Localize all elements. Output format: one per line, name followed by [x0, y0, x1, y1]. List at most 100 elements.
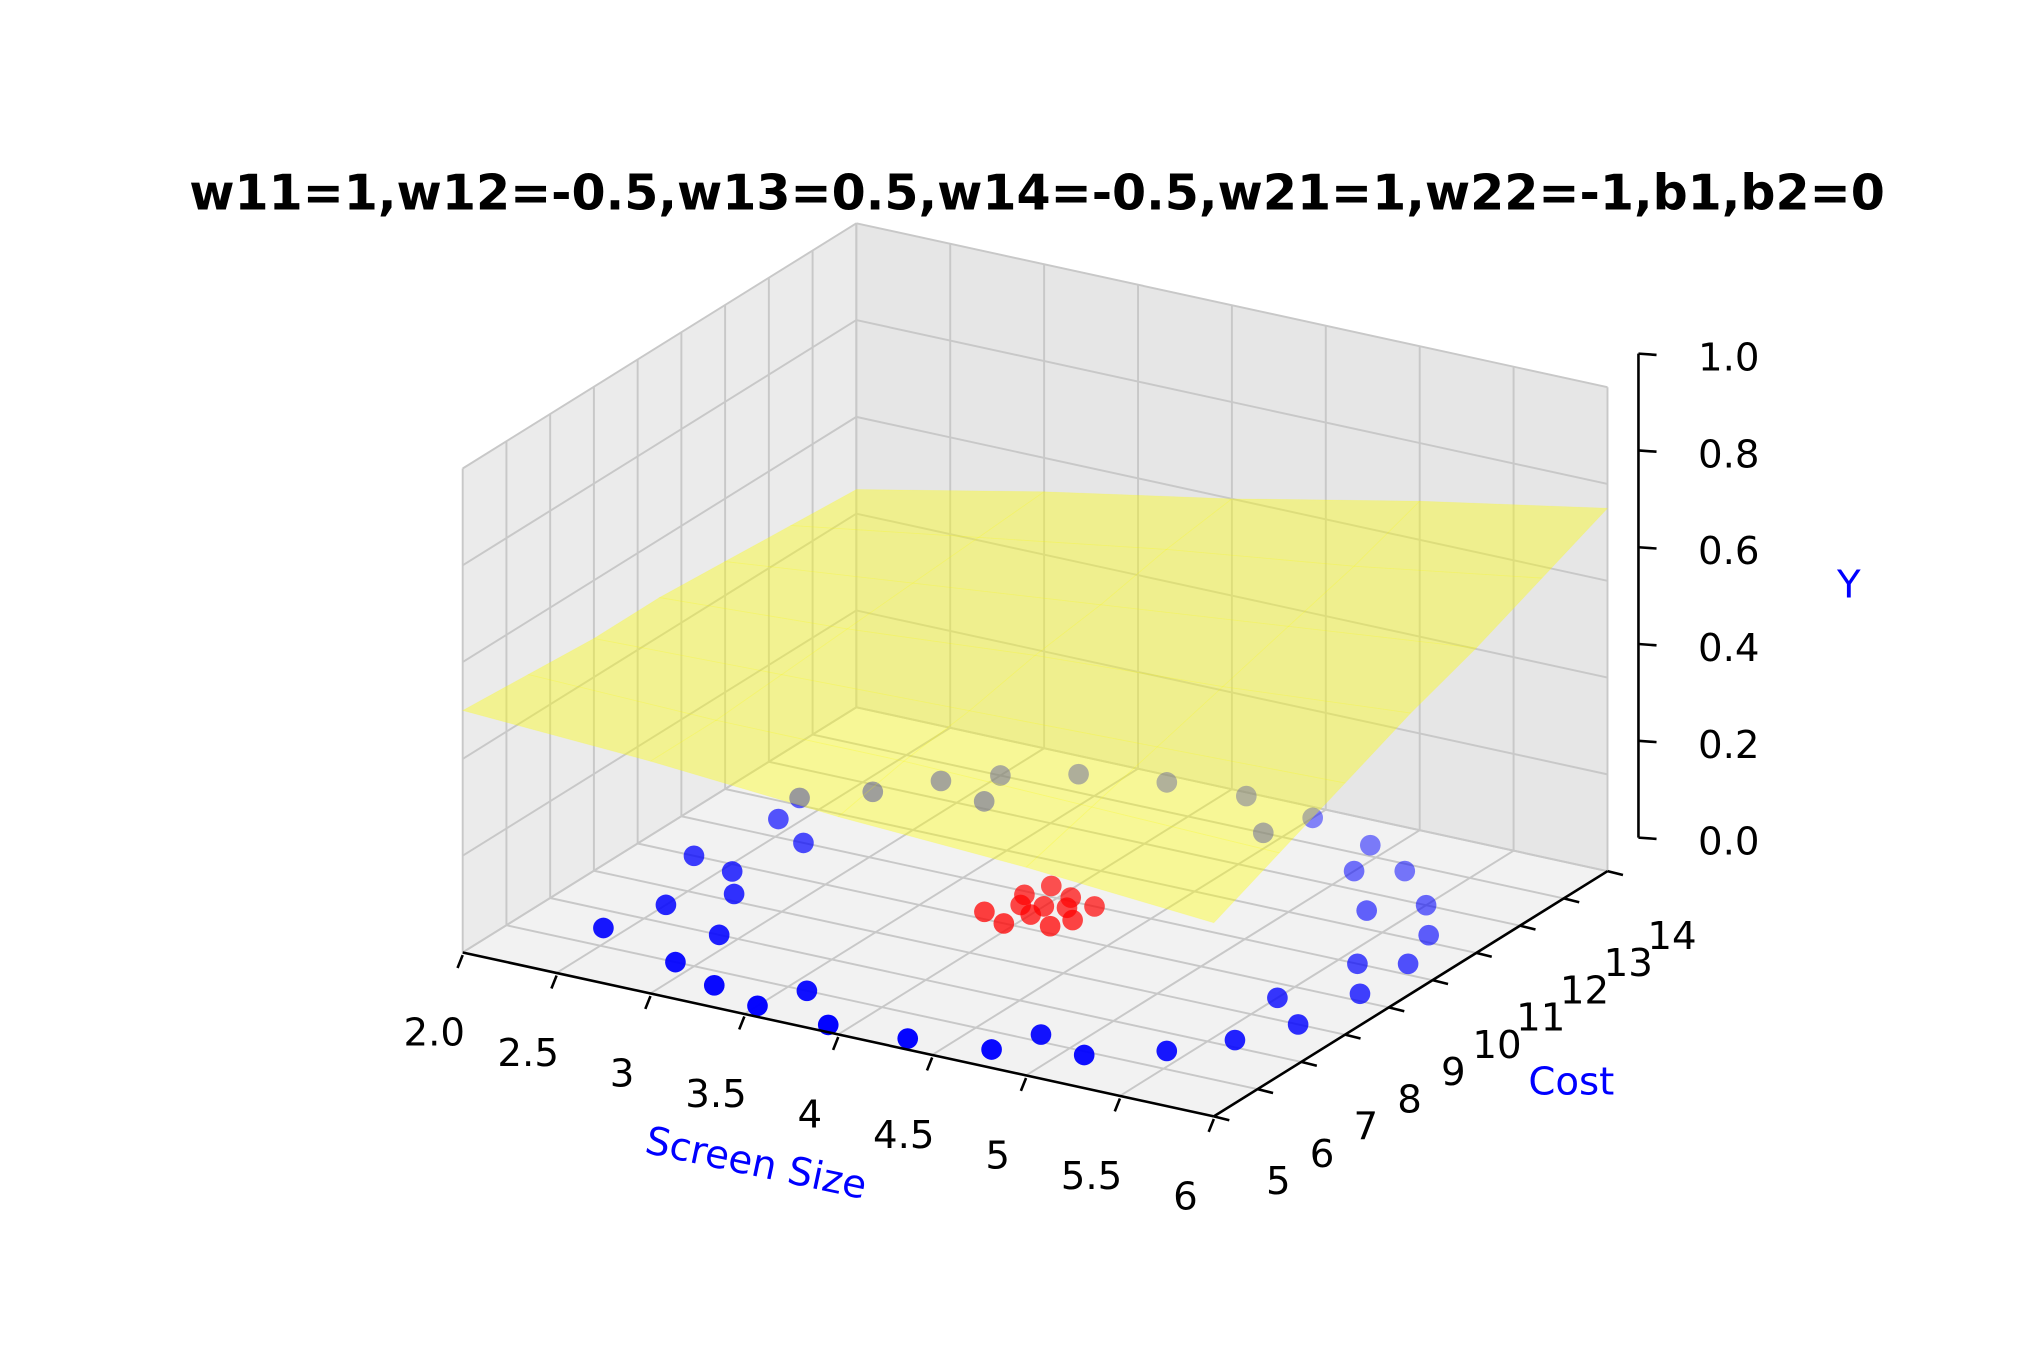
surface	[461, 489, 1609, 924]
z-tick-label: 1.0	[1698, 336, 1760, 381]
y-tick-label: 11	[1516, 996, 1565, 1041]
surface-patch	[780, 628, 1036, 712]
y-tick-mark	[1344, 1033, 1361, 1040]
x-tick-label: 5.5	[1061, 1154, 1123, 1199]
grid-line	[462, 319, 857, 567]
grid-line	[462, 706, 857, 954]
surface-patch	[1025, 806, 1281, 924]
point	[796, 980, 818, 1002]
point	[1302, 807, 1324, 829]
point	[593, 917, 614, 939]
point	[1156, 1040, 1178, 1062]
x-tick-mark	[1207, 1118, 1216, 1133]
grid-line	[768, 760, 1521, 927]
left-pane	[462, 223, 857, 953]
point	[683, 845, 705, 867]
axes: 2.0 2.5 3 3.5 4 4.5 5 5.5 6 5678910111213140.00.2…	[404, 336, 1760, 1220]
y-tick-mark	[1432, 978, 1449, 986]
point	[993, 913, 1015, 934]
z-tick-mark	[1638, 352, 1657, 357]
surface-patch	[968, 654, 1224, 748]
point	[1415, 894, 1437, 916]
x-tick-label: 4	[798, 1093, 823, 1138]
y-tick-mark	[1607, 869, 1624, 877]
x-tick-mark	[456, 954, 464, 969]
grid-line	[856, 415, 1608, 582]
y-tick-label: 7	[1354, 1105, 1379, 1150]
surface-patch	[527, 638, 783, 721]
x-tick-label: 6	[1173, 1174, 1198, 1219]
point	[1359, 834, 1381, 856]
grid-line	[856, 609, 1608, 776]
point	[990, 765, 1011, 786]
z-tick-label: 0.4	[1698, 626, 1760, 671]
point	[981, 1039, 1002, 1060]
y-tick-label: 12	[1560, 968, 1609, 1013]
surface-patch	[846, 582, 1102, 656]
point	[930, 770, 952, 792]
y-tick-mark	[1301, 1060, 1318, 1068]
point	[747, 995, 768, 1017]
points	[593, 763, 1440, 1066]
grid-line	[856, 222, 1608, 389]
point	[1156, 772, 1178, 793]
point	[1394, 860, 1416, 882]
y-tick-label: 8	[1397, 1077, 1422, 1122]
point	[1418, 924, 1440, 946]
z-tick-mark	[1638, 836, 1657, 841]
surface-patch	[1156, 686, 1412, 784]
surface-patch	[1222, 625, 1478, 714]
point	[1068, 763, 1089, 785]
grid-line	[856, 512, 1608, 679]
grid-line	[856, 319, 1608, 485]
surface-patch	[1165, 498, 1421, 567]
y-tick-mark	[1213, 1115, 1230, 1122]
point	[1084, 896, 1105, 917]
point	[1267, 987, 1288, 1009]
grid-line	[556, 726, 951, 974]
y-tick-label: 13	[1604, 941, 1653, 986]
surface-patch	[592, 597, 849, 676]
z-tick-mark	[1638, 642, 1657, 647]
point	[768, 808, 789, 830]
surface-patch	[789, 489, 1046, 538]
point	[1073, 1044, 1095, 1066]
z-tick-mark	[1638, 739, 1657, 744]
point	[974, 901, 995, 923]
x-tick-label: 2.0	[404, 1011, 466, 1056]
point	[862, 781, 884, 803]
z-axis-label: Y	[1836, 563, 1861, 608]
x-axis-line	[462, 951, 1215, 1118]
x-tick-label: 5	[985, 1134, 1010, 1179]
surface-patch	[977, 491, 1233, 550]
y-tick-mark	[1519, 924, 1536, 931]
x-tick-label: 3.5	[685, 1072, 747, 1117]
grid-line	[743, 767, 1139, 1015]
x-tick-mark	[550, 975, 558, 989]
x-tick-mark	[1113, 1098, 1122, 1112]
point	[723, 883, 745, 905]
x-tick-mark	[1019, 1077, 1028, 1092]
x-tick-mark	[644, 995, 652, 1010]
point	[1397, 953, 1419, 975]
x-tick-label: 3	[610, 1052, 635, 1097]
y-tick-mark	[1388, 1006, 1405, 1013]
x-tick-mark	[925, 1057, 934, 1071]
grid-line	[812, 733, 1564, 900]
x-tick-mark	[831, 1036, 840, 1051]
grid-line	[724, 788, 1477, 954]
point	[1014, 884, 1035, 906]
y-tick-label: 9	[1441, 1050, 1466, 1095]
point	[1343, 860, 1365, 882]
point	[1356, 900, 1378, 921]
y-axis-label: Cost	[1528, 1060, 1614, 1105]
point	[973, 791, 995, 812]
grid-line	[462, 609, 857, 857]
point	[1062, 909, 1083, 931]
point	[1030, 1024, 1052, 1045]
point	[789, 787, 810, 809]
grid-line	[593, 869, 1346, 1036]
y-tick-label: 5	[1266, 1159, 1291, 1204]
grid-line	[462, 416, 857, 663]
